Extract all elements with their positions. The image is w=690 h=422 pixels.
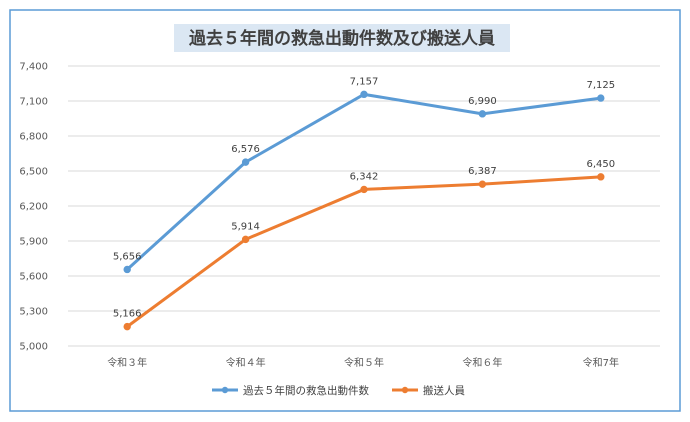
y-tick-label: 5,000 — [19, 342, 48, 353]
legend-label: 搬送人員 — [423, 384, 465, 397]
chart-frame — [9, 9, 681, 412]
grid-lines — [68, 65, 660, 347]
data-point — [241, 235, 250, 244]
data-label: 5,914 — [231, 221, 260, 232]
y-tick-label: 6,500 — [19, 167, 48, 178]
y-tick-label: 7,100 — [19, 97, 48, 108]
data-label: 7,157 — [350, 76, 379, 87]
legend-swatch-marker — [401, 386, 409, 394]
data-label: 6,990 — [468, 96, 497, 107]
x-axis-tick-labels: 令和３年 令和４年 令和５年 令和６年 令和7年 — [107, 356, 619, 369]
data-point — [241, 158, 250, 166]
chart-title: 過去５年間の救急出動件数及び搬送人員 — [189, 28, 495, 49]
data-label: 5,166 — [113, 309, 142, 320]
data-point — [123, 322, 131, 331]
x-tick-label: 令和５年 — [344, 356, 384, 369]
data-labels: 5,656 6,576 7,157 6,990 7,125 5,166 5,914 6,342… — [113, 76, 615, 319]
data-label: 6,342 — [350, 171, 379, 182]
x-tick-label: 令和7年 — [583, 356, 619, 369]
data-label: 7,125 — [586, 80, 615, 91]
y-tick-label: 7,400 — [19, 62, 48, 73]
data-point — [597, 173, 605, 181]
x-tick-label: 令和３年 — [107, 356, 147, 369]
data-point — [597, 94, 605, 102]
data-label: 6,450 — [586, 159, 615, 170]
legend: 過去５年間の救急出動件数 搬送人員 — [212, 384, 465, 397]
y-tick-label: 6,200 — [19, 202, 48, 213]
legend-label: 過去５年間の救急出動件数 — [243, 384, 369, 397]
series-lines — [123, 90, 605, 331]
x-tick-label: 令和６年 — [462, 356, 502, 369]
data-label: 6,576 — [231, 144, 260, 155]
data-point — [360, 185, 368, 194]
y-tick-label: 5,600 — [19, 272, 48, 283]
chart-title-background — [174, 24, 510, 52]
x-tick-label: 令和４年 — [226, 356, 266, 369]
data-point — [123, 265, 131, 274]
data-point — [478, 110, 487, 118]
y-tick-label: 6,800 — [19, 132, 48, 143]
data-label: 6,387 — [468, 166, 497, 177]
data-label: 5,656 — [113, 251, 142, 262]
y-tick-label: 5,900 — [19, 237, 48, 248]
data-point — [478, 180, 487, 188]
legend-swatch-marker — [221, 386, 229, 394]
y-axis-tick-labels: 5,000 5,300 5,600 5,900 6,200 6,500 6,800 7,100… — [19, 62, 48, 353]
data-point — [360, 90, 368, 99]
y-tick-label: 5,300 — [19, 307, 48, 318]
